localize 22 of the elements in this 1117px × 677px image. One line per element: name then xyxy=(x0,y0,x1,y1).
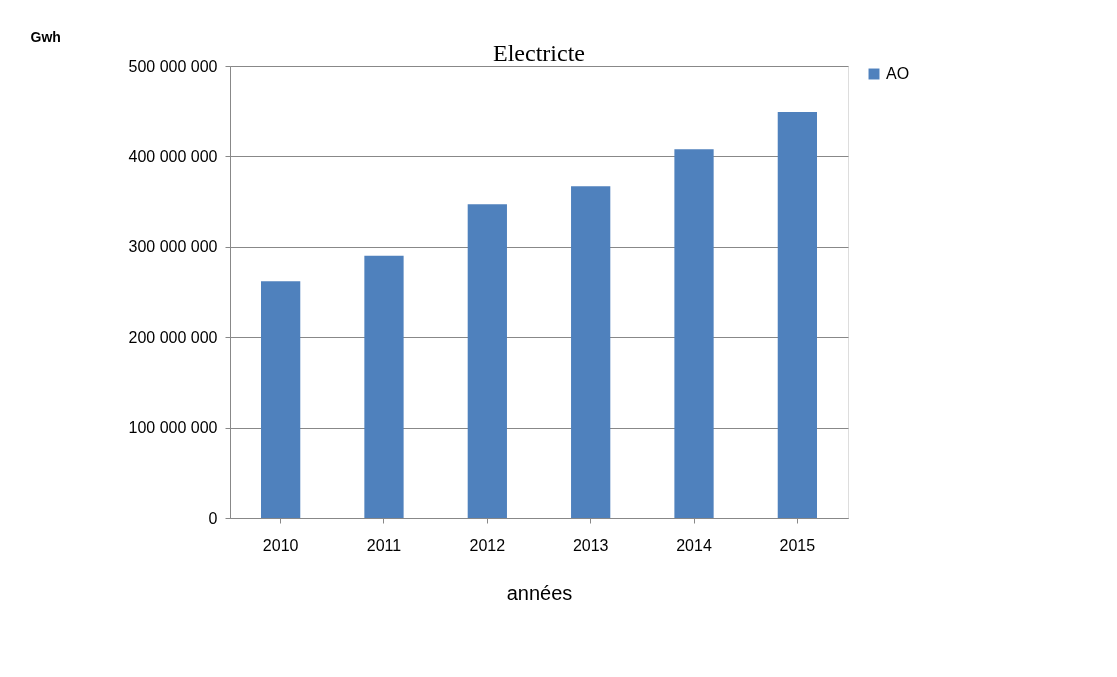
bar xyxy=(571,186,611,518)
y-tick-label: 400 000 000 xyxy=(128,147,218,165)
y-tick-label: 500 000 000 xyxy=(128,57,218,75)
y-tick-label: 100 000 000 xyxy=(128,419,218,437)
x-tick-label: 2014 xyxy=(676,536,712,554)
y-axis-title: Gwh xyxy=(30,28,61,45)
bar xyxy=(467,204,507,518)
x-tick-label: 2010 xyxy=(262,536,299,554)
bar xyxy=(364,255,404,518)
x-axis-title: années xyxy=(506,581,573,604)
y-tick-label: 0 xyxy=(208,509,218,527)
bar xyxy=(674,149,714,518)
x-tick-label: 2011 xyxy=(366,536,402,554)
legend-label: AO xyxy=(886,65,910,82)
x-tick-label: 2013 xyxy=(572,536,609,554)
bar xyxy=(777,112,817,518)
bar xyxy=(261,281,301,518)
x-tick-label: 2012 xyxy=(469,536,506,554)
x-tick-label: 2015 xyxy=(779,536,816,554)
y-tick-label: 300 000 000 xyxy=(128,238,218,256)
chart-title: Electricte xyxy=(493,40,585,66)
y-tick-label: 200 000 000 xyxy=(128,328,218,346)
